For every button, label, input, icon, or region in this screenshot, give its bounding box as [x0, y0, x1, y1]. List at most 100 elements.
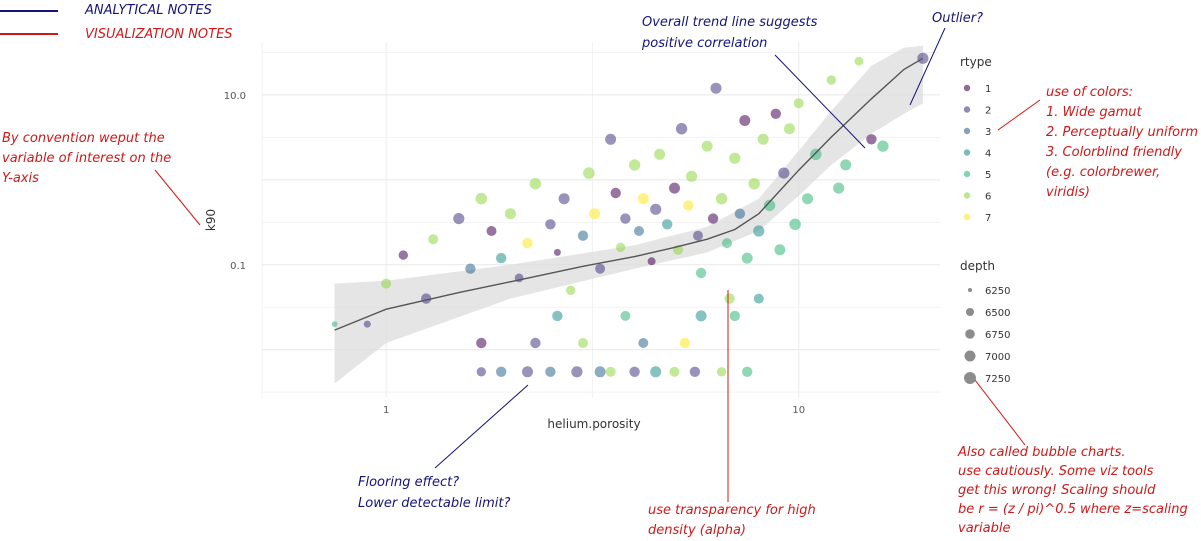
color-legend-label: 6 — [985, 192, 991, 203]
data-point — [496, 252, 507, 264]
x-tick-label: 10 — [792, 405, 805, 416]
data-point — [650, 203, 662, 215]
size-legend-swatch — [964, 372, 976, 384]
note-flooring: Flooring effect? Lower detectable limit? — [358, 475, 510, 511]
data-point — [701, 140, 713, 152]
size-legend-label: 7000 — [985, 352, 1010, 363]
data-point — [428, 234, 439, 245]
data-point — [753, 293, 764, 304]
data-point — [628, 159, 641, 171]
data-point — [654, 148, 666, 160]
data-point — [605, 133, 617, 145]
data-point — [475, 192, 488, 205]
data-point — [486, 226, 497, 236]
size-legend-swatch — [965, 329, 975, 339]
data-point — [810, 148, 822, 160]
color-legend-swatch — [963, 106, 971, 113]
data-point — [739, 115, 751, 126]
data-point — [669, 182, 680, 194]
size-legend-label: 7250 — [985, 374, 1010, 385]
data-point — [530, 337, 541, 349]
data-point — [629, 366, 640, 377]
bubble-note-pointer — [974, 379, 1026, 446]
y-tick-label: 10.0 — [224, 91, 246, 102]
data-point — [577, 230, 589, 241]
color-legend-title: rtype — [960, 55, 992, 69]
data-point — [686, 170, 698, 182]
data-point — [793, 98, 804, 109]
x-axis-title: helium.porosity — [547, 417, 640, 431]
plot-area: 1 10 0.1 10.0 helium.porosity k90 — [204, 42, 940, 431]
data-point — [742, 366, 753, 377]
size-legend-label: 6500 — [985, 308, 1010, 319]
data-point — [453, 213, 465, 225]
data-point — [522, 237, 533, 249]
flooring-note-pointer — [434, 384, 529, 469]
trend-note-pointer — [774, 54, 866, 149]
color-legend-label: 7 — [985, 213, 991, 224]
data-point — [826, 75, 837, 85]
size-legend-swatch — [964, 350, 976, 362]
data-point — [476, 367, 486, 377]
convention-note-pointer — [154, 169, 201, 226]
analytical-key-label: ANALYTICAL NOTES — [84, 3, 212, 18]
data-point — [854, 56, 864, 66]
color-legend-swatch — [963, 170, 971, 178]
note-convention: By convention weput the variable of inte… — [2, 131, 175, 186]
color-legend-label: 3 — [985, 127, 991, 138]
color-legend-swatch — [963, 84, 971, 92]
data-point — [363, 320, 371, 328]
data-point — [753, 225, 765, 237]
color-legend-swatch — [963, 127, 971, 135]
color-legend-label: 1 — [985, 84, 991, 95]
visual-key-label: VISUALIZATION NOTES — [85, 27, 233, 42]
colors-note-pointer — [997, 99, 1041, 131]
size-legend-label: 6750 — [985, 330, 1010, 341]
color-legend-swatch — [963, 149, 971, 156]
data-point — [833, 182, 845, 194]
notes-key: ANALYTICAL NOTES VISUALIZATION NOTES — [0, 3, 233, 42]
data-point — [693, 230, 703, 241]
data-point — [647, 257, 656, 266]
data-point — [634, 226, 644, 236]
data-point — [695, 310, 707, 322]
annotations: Overall trend line suggests positive cor… — [2, 11, 1198, 538]
x-tick-label: 1 — [383, 405, 389, 416]
color-legend: rtype 1 2 3 4 5 6 7 — [960, 55, 992, 224]
data-point — [571, 366, 583, 378]
data-point — [729, 310, 740, 322]
data-point — [595, 263, 606, 274]
data-point — [583, 167, 595, 179]
data-point — [675, 123, 688, 135]
data-point — [770, 108, 781, 120]
data-point — [722, 238, 732, 249]
color-legend-label: 5 — [985, 170, 991, 181]
data-point — [398, 250, 408, 260]
data-point — [381, 278, 392, 289]
color-legend-label: 2 — [985, 106, 991, 117]
data-point — [774, 244, 786, 256]
data-point — [476, 337, 487, 349]
data-point — [716, 367, 727, 377]
note-bubble: Also called bubble charts. use cautiousl… — [957, 445, 1192, 536]
y-tick-label: 0.1 — [230, 261, 246, 272]
note-trend: Overall trend line suggests positive cor… — [641, 15, 822, 51]
y-tick-labels: 0.1 10.0 — [224, 91, 246, 272]
data-point — [638, 338, 649, 348]
data-point — [689, 366, 701, 377]
data-point — [669, 366, 680, 377]
data-point — [566, 285, 576, 295]
data-point — [558, 193, 570, 205]
data-point — [789, 218, 801, 231]
data-point — [724, 293, 735, 304]
data-point — [620, 213, 631, 224]
data-point — [529, 178, 542, 190]
data-point — [784, 123, 795, 135]
data-point — [679, 337, 691, 349]
data-point — [802, 193, 813, 205]
data-point — [710, 82, 722, 94]
note-outlier: Outlier? — [932, 11, 983, 26]
data-point — [594, 366, 606, 378]
y-axis-title: k90 — [204, 209, 218, 231]
